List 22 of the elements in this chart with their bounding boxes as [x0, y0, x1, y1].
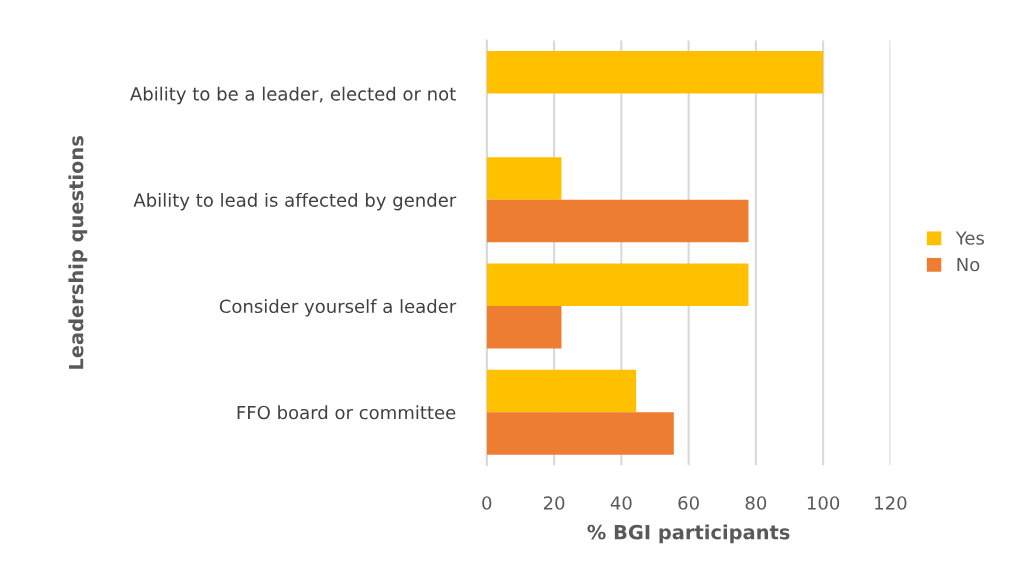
- legend-label: Yes: [955, 231, 984, 245]
- x-tick-label: 100: [807, 496, 840, 510]
- legend-label: No: [957, 257, 980, 272]
- bar: [486, 263, 749, 306]
- y-axis-title: Leadership questions: [68, 136, 88, 369]
- x-tick-label: 60: [678, 496, 699, 510]
- x-axis-title: % BGI participants: [587, 524, 790, 544]
- bar: [486, 199, 749, 243]
- y-tick-label: FFO board or committee: [237, 405, 456, 420]
- bar: [486, 369, 637, 413]
- x-tick-label: 20: [543, 496, 565, 510]
- y-tick-label: Ability to be a leader, elected or not: [130, 86, 456, 105]
- bar: [486, 412, 674, 455]
- y-tick-label: Consider yourself a leader: [219, 299, 457, 317]
- bar: [486, 305, 562, 349]
- bar: [486, 51, 824, 94]
- y-tick-label: Ability to lead is affected by gender: [133, 192, 457, 211]
- x-tick-label: 120: [875, 496, 907, 510]
- x-tick-label: 0: [482, 496, 492, 510]
- x-tick-label: 80: [745, 496, 767, 510]
- x-tick-label: 40: [610, 496, 632, 510]
- bar: [486, 157, 562, 200]
